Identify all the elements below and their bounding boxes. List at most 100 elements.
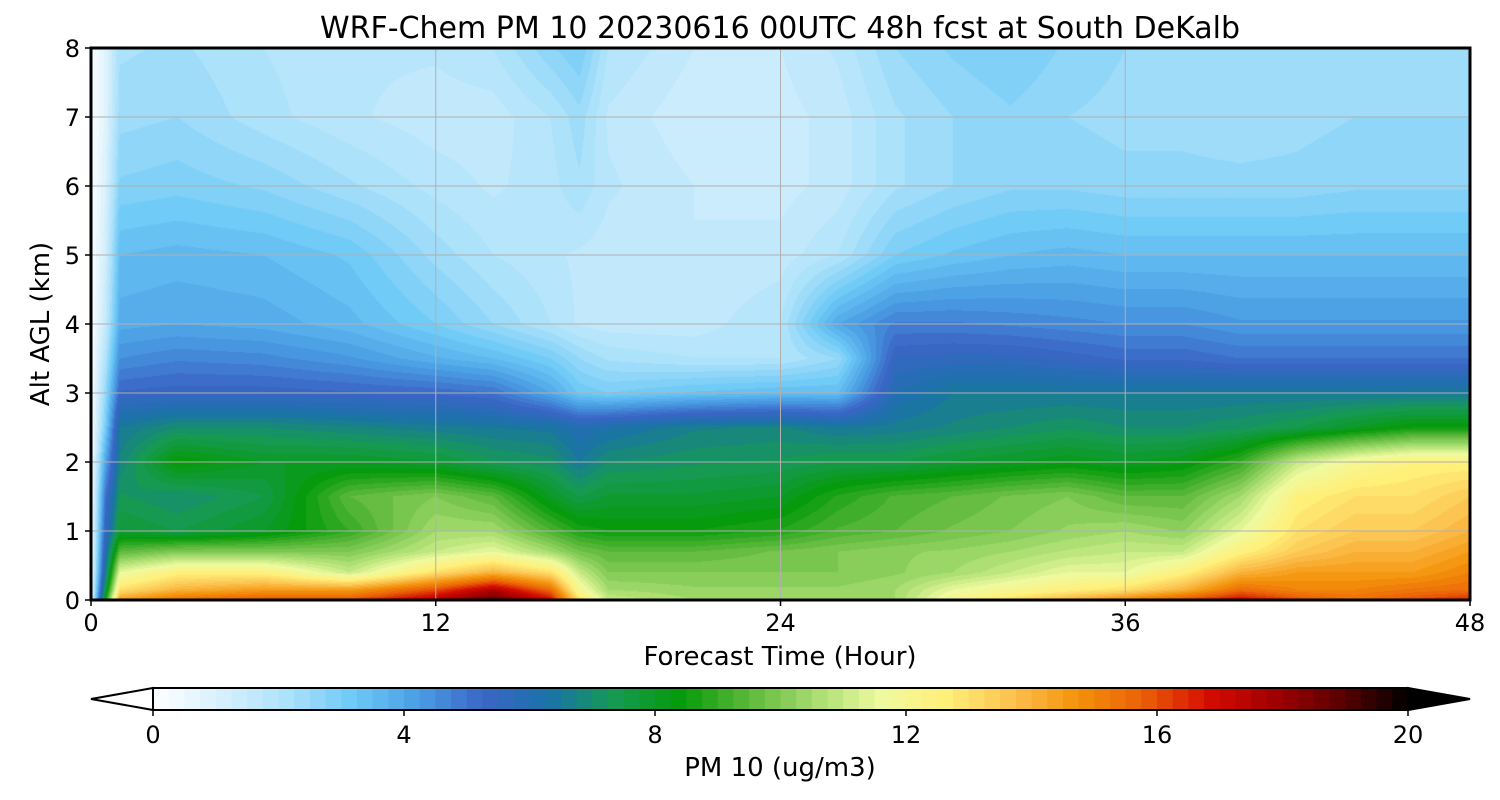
colorbar-swatch [419, 688, 436, 710]
colorbar-swatch [984, 688, 1001, 710]
colorbar-tick-label: 20 [1393, 721, 1424, 749]
colorbar-swatch [278, 688, 295, 710]
colorbar-label: PM 10 (ug/m3) [684, 753, 876, 783]
colorbar-swatch [1015, 688, 1033, 710]
colorbar-swatch [655, 688, 672, 710]
colorbar-swatch [937, 688, 954, 710]
colorbar-swatch [168, 688, 185, 710]
colorbar-swatch [670, 688, 687, 710]
colorbar-ticks: 0 4 8 12 16 20 [145, 710, 1423, 749]
colorbar-max-extension [1407, 686, 1471, 712]
y-tick-label: 8 [65, 35, 80, 63]
colorbar-swatch [513, 688, 531, 710]
y-tick-label: 3 [65, 380, 80, 408]
colorbar-swatch [215, 688, 233, 710]
colorbar-swatch [1172, 688, 1189, 710]
colorbar-swatch [921, 688, 938, 710]
colorbar-swatch [372, 688, 389, 710]
colorbar-swatch [1329, 688, 1346, 710]
colorbar-swatch [545, 688, 562, 710]
y-tick-label: 0 [65, 587, 80, 615]
colorbar-swatch [482, 688, 499, 710]
colorbar-tick-label: 4 [396, 721, 411, 749]
colorbar-swatch [451, 688, 468, 710]
y-axis-label: Alt AGL (km) [26, 242, 56, 406]
x-tick-label: 12 [420, 609, 451, 637]
plot-area [89, 46, 1472, 602]
colorbar-tick-label: 8 [647, 721, 662, 749]
colorbar-swatch [560, 688, 578, 710]
colorbar-swatch [1078, 688, 1095, 710]
colorbar-swatch [1157, 688, 1174, 710]
chart-title: WRF-Chem PM 10 20230616 00UTC 48h fcst a… [320, 11, 1240, 46]
colorbar-swatch [341, 688, 358, 710]
colorbar-tick-label: 12 [891, 721, 922, 749]
y-axis: 0 1 2 3 4 5 6 7 8 [65, 35, 91, 615]
colorbar-swatch [796, 688, 813, 710]
colorbar-swatch [1109, 688, 1127, 710]
colorbar-swatch [953, 688, 970, 710]
colorbar-swatch [607, 688, 625, 710]
colorbar-swatch [1031, 688, 1048, 710]
colorbar-swatch [356, 688, 374, 710]
colorbar-min-extension [90, 686, 154, 712]
colorbar-swatch [1313, 688, 1331, 710]
colorbar-swatch [906, 688, 923, 710]
colorbar-swatch [874, 688, 891, 710]
colorbar-swatch [1266, 688, 1284, 710]
colorbar-swatch [780, 688, 797, 710]
colorbar-swatch [247, 688, 264, 710]
colorbar-swatch [1392, 688, 1409, 710]
colorbar-swatch [1047, 688, 1064, 710]
colorbar-swatch [325, 688, 342, 710]
x-axis-label: Forecast Time (Hour) [643, 642, 916, 672]
colorbar-swatch [764, 688, 782, 710]
colorbar-swatch [1282, 688, 1299, 710]
colorbar-swatch [153, 688, 170, 710]
x-axis: 0 12 24 36 48 [83, 600, 1485, 637]
colorbar-swatch [702, 688, 719, 710]
colorbar-swatch [1251, 688, 1268, 710]
colorbar-swatch [1376, 688, 1393, 710]
colorbar-swatch [843, 688, 860, 710]
colorbar-swatch [890, 688, 907, 710]
colorbar-swatch [686, 688, 703, 710]
x-tick-label: 24 [765, 609, 796, 637]
colorbar-swatch [529, 688, 546, 710]
colorbar-swatch [262, 688, 280, 710]
colorbar-swatch [294, 688, 311, 710]
y-tick-label: 6 [65, 173, 80, 201]
colorbar-swatch [733, 688, 750, 710]
colorbar-swatch [435, 688, 452, 710]
colorbar-swatch [404, 688, 421, 710]
colorbar-swatch [592, 688, 609, 710]
colorbar-swatch [576, 688, 593, 710]
y-tick-label: 7 [65, 104, 80, 132]
colorbar-swatch [1188, 688, 1205, 710]
y-tick-label: 5 [65, 242, 80, 270]
colorbar-tick-label: 0 [145, 721, 160, 749]
colorbar-swatch [200, 688, 217, 710]
colorbar-swatch [1094, 688, 1111, 710]
y-tick-label: 4 [65, 311, 80, 339]
y-tick-label: 2 [65, 449, 80, 477]
colorbar-swatch [1219, 688, 1237, 710]
y-tick-label: 1 [65, 518, 80, 546]
colorbar-swatch [184, 688, 201, 710]
colorbar-swatch [1204, 688, 1221, 710]
colorbar-swatch [498, 688, 515, 710]
colorbar-swatch [231, 688, 248, 710]
colorbar-swatch [309, 688, 327, 710]
colorbar-swatch [1000, 688, 1017, 710]
colorbar-swatch [968, 688, 986, 710]
colorbar-swatch [1345, 688, 1362, 710]
colorbar: 0 4 8 12 16 20 [90, 686, 1471, 749]
x-tick-label: 36 [1110, 609, 1141, 637]
colorbar-tick-label: 16 [1142, 721, 1173, 749]
colorbar-swatches [153, 688, 1409, 710]
colorbar-frame [152, 687, 1409, 711]
colorbar-swatch [623, 688, 640, 710]
x-tick-label: 0 [83, 609, 98, 637]
colorbar-swatch [1141, 688, 1158, 710]
